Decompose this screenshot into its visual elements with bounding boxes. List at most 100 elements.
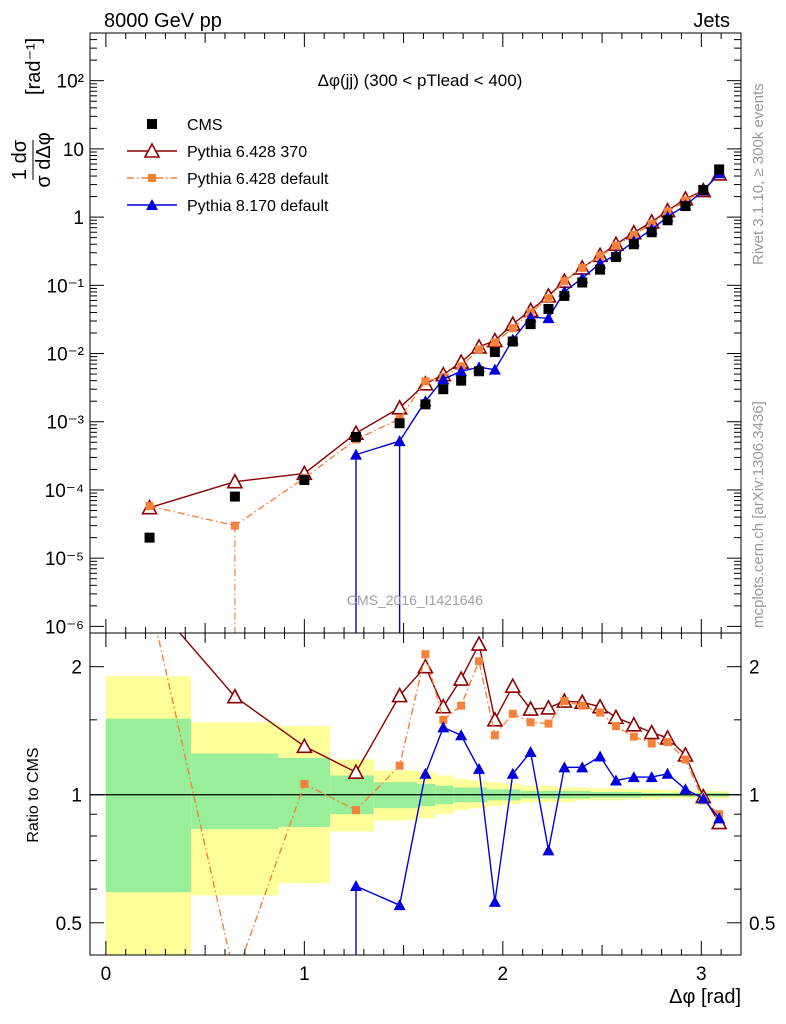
y-tick-label: 10⁻⁵ [45, 549, 84, 570]
svg-text:[rad⁻¹]: [rad⁻¹] [23, 38, 45, 95]
pythia6-default-ratio-point [526, 718, 535, 727]
cms-point [577, 277, 588, 288]
legend-marker [148, 174, 156, 182]
ratio-y-tick-label: 2 [71, 658, 82, 679]
ratio-y-tick-label: 0.5 [749, 914, 775, 935]
pythia6-default-point [611, 241, 620, 250]
cms-point [714, 164, 725, 175]
pythia8-default-point [455, 365, 468, 377]
pythia8-default-ratio-point [393, 899, 406, 911]
green-band-bin [278, 757, 331, 827]
pythia6-default-ratio-point [421, 650, 430, 659]
svg-text:σ dΔφ: σ dΔφ [33, 132, 55, 187]
pythia6-default-ratio-point [300, 779, 309, 788]
y-tick-label: 10⁻⁴ [45, 481, 84, 502]
legend-marker [146, 199, 158, 210]
main-panel-content [141, 164, 728, 633]
cms-point [438, 384, 449, 395]
pythia6-370-ratio-point [391, 686, 408, 703]
legend-label: CMS [187, 117, 223, 134]
pythia8-default-ratio-point [542, 844, 555, 856]
pythia8-default-point [488, 363, 501, 375]
pythia8-default-ratio-point [455, 729, 468, 741]
process-label: Jets [693, 10, 730, 32]
pythia8-default-ratio-line [355, 726, 720, 955]
pythia6-370-line [149, 173, 720, 509]
pythia6-default-point [578, 263, 587, 272]
cms-point [662, 215, 673, 226]
pythia8-default-point [349, 448, 362, 460]
pythia6-default-ratio-point [560, 697, 569, 706]
pythia8-default-ratio-point [437, 721, 450, 733]
energy-label: 8000 GeV pp [104, 10, 222, 32]
pythia6-default-ratio-point [663, 738, 672, 747]
pythia6-default-point [490, 338, 499, 347]
pythia6-default-ratio-point [611, 722, 620, 731]
pythia6-370-ratio-point [226, 688, 244, 704]
legend-marker [147, 119, 157, 129]
rivet-label: Rivet 3.1.10, ≥ 300k events [750, 83, 767, 265]
pythia6-default-ratio-point [596, 708, 605, 717]
cms-point [628, 239, 639, 250]
pythia6-default-ratio-point [578, 701, 587, 710]
pythia6-default-point [145, 502, 154, 511]
cms-point [610, 252, 621, 263]
cms-point [595, 264, 606, 275]
pythia6-default-point [629, 230, 638, 239]
x-tick-label: 1 [299, 964, 310, 985]
ratio-y-axis-label: Ratio to CMS [25, 747, 42, 842]
ratio-y-tick-label: 0.5 [56, 914, 82, 935]
pythia8-default-ratio-point [627, 771, 640, 783]
pythia8-default-point [542, 312, 555, 324]
pythia8-default-ratio-point [488, 895, 501, 907]
pythia8-default-ratio-point [473, 762, 486, 774]
green-band-bin [105, 718, 192, 893]
pythia6-default-ratio-point [439, 715, 448, 724]
pythia8-default-ratio-point [349, 880, 362, 892]
pythia6-370-point [391, 399, 408, 415]
pythia8-default-ratio-point [576, 761, 589, 773]
pythia6-370-ratio-point [504, 677, 522, 693]
pythia6-370-ratio-point [470, 635, 488, 651]
cms-point [299, 474, 310, 485]
pythia8-default-ratio-point [697, 792, 710, 804]
main-title: Δφ(jj) (300 < pTlead < 400) [318, 71, 523, 90]
cms-point [559, 290, 570, 301]
ratio-y-tick-label: 1 [749, 786, 760, 807]
mcplots-label: mcplots.cern.ch [arXiv:1306.3436] [750, 401, 767, 628]
cms-point [420, 399, 431, 410]
pythia6-default-point [421, 377, 430, 386]
pythia6-370-ratio-point [643, 723, 661, 740]
x-tick-label: 3 [696, 964, 707, 985]
x-tick-label: 0 [101, 964, 112, 985]
y-tick-label: 10⁻⁶ [45, 617, 84, 638]
pythia8-default-ratio-point [594, 750, 607, 762]
cms-point [394, 418, 405, 429]
ratio-y-tick-label: 2 [749, 658, 760, 679]
cms-point [474, 366, 485, 377]
pythia8-default-ratio-point [609, 774, 622, 786]
main-y-axis-label: 1 dσ σ dΔφ [rad⁻¹] [9, 38, 55, 188]
ratio-axis-ticks: 0.5 0.5 1 1 2 2 0 1 2 3 [56, 633, 775, 985]
ratio-y-tick-label: 1 [71, 786, 82, 807]
pythia6-default-ratio-point [395, 761, 404, 770]
legend-label: Pythia 6.428 default [187, 171, 329, 188]
x-tick-label: 2 [498, 964, 509, 985]
pythia8-default-ratio-point [506, 767, 519, 779]
cms-point [144, 532, 155, 543]
pythia8-default-ratio-point [713, 812, 726, 824]
pythia8-default-ratio-point [679, 783, 692, 795]
pythia6-default-ratio-point [544, 719, 553, 728]
pythia8-default-point [393, 435, 406, 447]
legend-label: Pythia 8.170 default [187, 198, 329, 215]
pythia6-default-ratio-point [457, 701, 466, 710]
y-tick-label: 10² [57, 72, 84, 93]
watermark: CMS_2016_I1421646 [347, 592, 483, 608]
pythia8-default-ratio-point [524, 746, 537, 758]
pythia6-370-ratio-point [452, 670, 470, 686]
cms-point [507, 336, 518, 347]
svg-text:1 dσ: 1 dσ [9, 139, 31, 180]
y-tick-label: 1 [73, 208, 84, 229]
pythia6-default-ratio-point [508, 709, 517, 718]
